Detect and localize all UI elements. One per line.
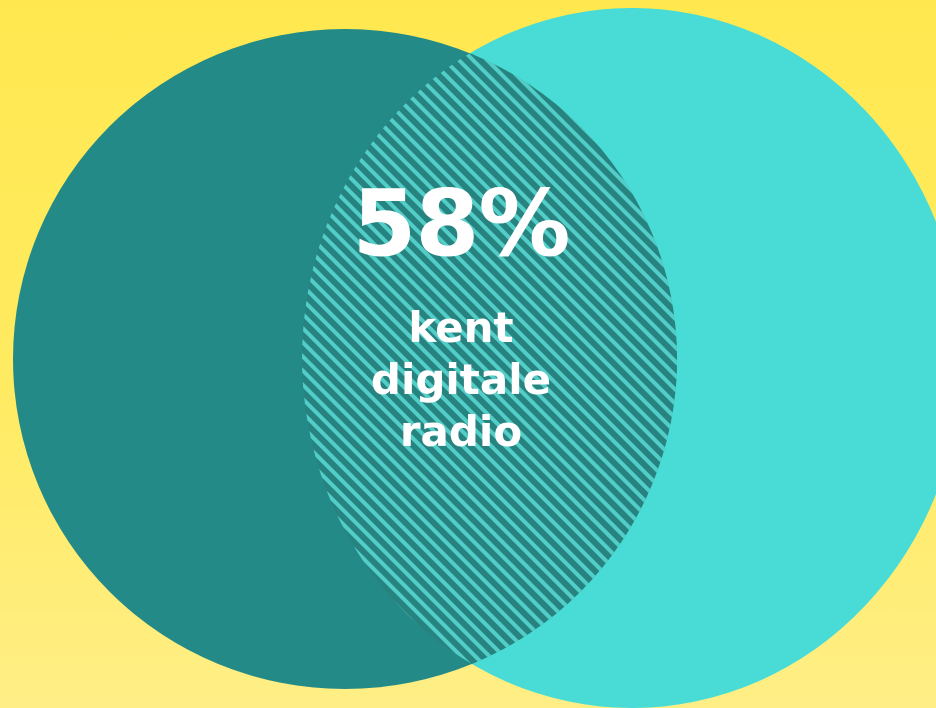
overlap-caption: kent digitale radio xyxy=(276,302,646,458)
overlap-region xyxy=(302,29,677,689)
caption-line-3: radio xyxy=(399,407,523,456)
caption-line-1: kent xyxy=(408,303,514,352)
caption-line-2: digitale xyxy=(370,355,552,404)
overlap-percentage: 58% xyxy=(352,170,570,277)
